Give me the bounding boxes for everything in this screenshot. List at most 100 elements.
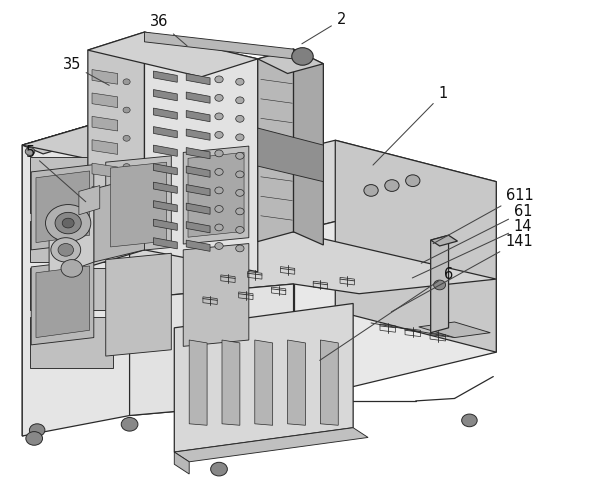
Circle shape [62, 218, 74, 228]
Polygon shape [22, 114, 150, 154]
Polygon shape [153, 126, 177, 138]
Polygon shape [30, 317, 113, 368]
Polygon shape [186, 74, 210, 85]
Circle shape [46, 204, 91, 242]
Text: 14: 14 [412, 219, 533, 278]
Circle shape [235, 171, 244, 178]
Circle shape [235, 190, 244, 196]
Polygon shape [129, 140, 496, 232]
Circle shape [235, 134, 244, 141]
Polygon shape [431, 235, 449, 333]
Circle shape [215, 187, 223, 194]
Polygon shape [186, 240, 210, 251]
Circle shape [123, 220, 130, 226]
Circle shape [215, 95, 223, 101]
Polygon shape [186, 111, 210, 122]
Circle shape [385, 180, 399, 192]
Circle shape [235, 78, 244, 85]
Circle shape [406, 175, 420, 187]
Circle shape [235, 97, 244, 104]
Polygon shape [92, 116, 117, 131]
Circle shape [55, 212, 81, 234]
Polygon shape [183, 146, 249, 244]
Polygon shape [129, 174, 192, 247]
Polygon shape [79, 186, 100, 215]
Polygon shape [36, 171, 90, 243]
Circle shape [235, 116, 244, 122]
Circle shape [123, 192, 130, 198]
Polygon shape [186, 203, 210, 214]
Polygon shape [258, 128, 323, 182]
Polygon shape [144, 32, 294, 59]
Circle shape [215, 169, 223, 175]
Polygon shape [186, 129, 210, 140]
Polygon shape [110, 162, 167, 247]
Polygon shape [431, 235, 458, 246]
Text: 611: 611 [433, 188, 534, 244]
Circle shape [215, 224, 223, 231]
Text: 141: 141 [391, 234, 533, 312]
Text: 2: 2 [302, 12, 346, 44]
Polygon shape [288, 340, 305, 425]
Polygon shape [129, 232, 496, 298]
Polygon shape [255, 340, 273, 425]
Circle shape [215, 243, 223, 249]
Circle shape [434, 280, 446, 290]
Circle shape [211, 462, 228, 476]
Circle shape [215, 113, 223, 120]
Circle shape [292, 48, 313, 65]
Polygon shape [88, 32, 144, 267]
Polygon shape [30, 157, 113, 213]
Polygon shape [189, 340, 207, 425]
Polygon shape [335, 140, 496, 352]
Circle shape [215, 76, 223, 83]
Polygon shape [30, 220, 113, 262]
Polygon shape [129, 284, 294, 416]
Circle shape [235, 245, 244, 252]
Polygon shape [153, 238, 177, 249]
Circle shape [123, 135, 130, 141]
Polygon shape [22, 114, 294, 436]
Polygon shape [183, 244, 249, 346]
Polygon shape [92, 187, 117, 201]
Circle shape [123, 164, 130, 170]
Polygon shape [92, 210, 117, 224]
Polygon shape [294, 49, 323, 245]
Polygon shape [419, 322, 491, 338]
Circle shape [235, 208, 244, 215]
Circle shape [462, 414, 477, 427]
Text: 6: 6 [320, 267, 453, 360]
Circle shape [215, 205, 223, 212]
Polygon shape [88, 32, 258, 77]
Polygon shape [30, 269, 113, 310]
Circle shape [123, 107, 130, 113]
Polygon shape [222, 340, 240, 425]
Text: 1: 1 [373, 86, 447, 165]
Polygon shape [92, 140, 117, 154]
Polygon shape [186, 185, 210, 196]
Polygon shape [36, 266, 90, 338]
Polygon shape [320, 340, 338, 425]
Text: 35: 35 [62, 57, 109, 85]
Polygon shape [49, 189, 94, 278]
Circle shape [61, 260, 83, 277]
Polygon shape [186, 92, 210, 103]
Text: 61: 61 [421, 204, 533, 263]
Polygon shape [153, 90, 177, 101]
Polygon shape [31, 165, 94, 250]
Polygon shape [258, 49, 323, 74]
Polygon shape [174, 452, 189, 474]
Circle shape [235, 152, 244, 159]
Polygon shape [22, 114, 129, 436]
Circle shape [51, 238, 81, 262]
Circle shape [123, 79, 130, 85]
Polygon shape [144, 32, 258, 272]
Polygon shape [186, 221, 210, 233]
Polygon shape [258, 49, 294, 242]
Polygon shape [31, 260, 94, 345]
Circle shape [58, 244, 74, 256]
Circle shape [26, 432, 43, 445]
Polygon shape [94, 176, 144, 262]
Polygon shape [22, 114, 294, 177]
Polygon shape [153, 182, 177, 194]
